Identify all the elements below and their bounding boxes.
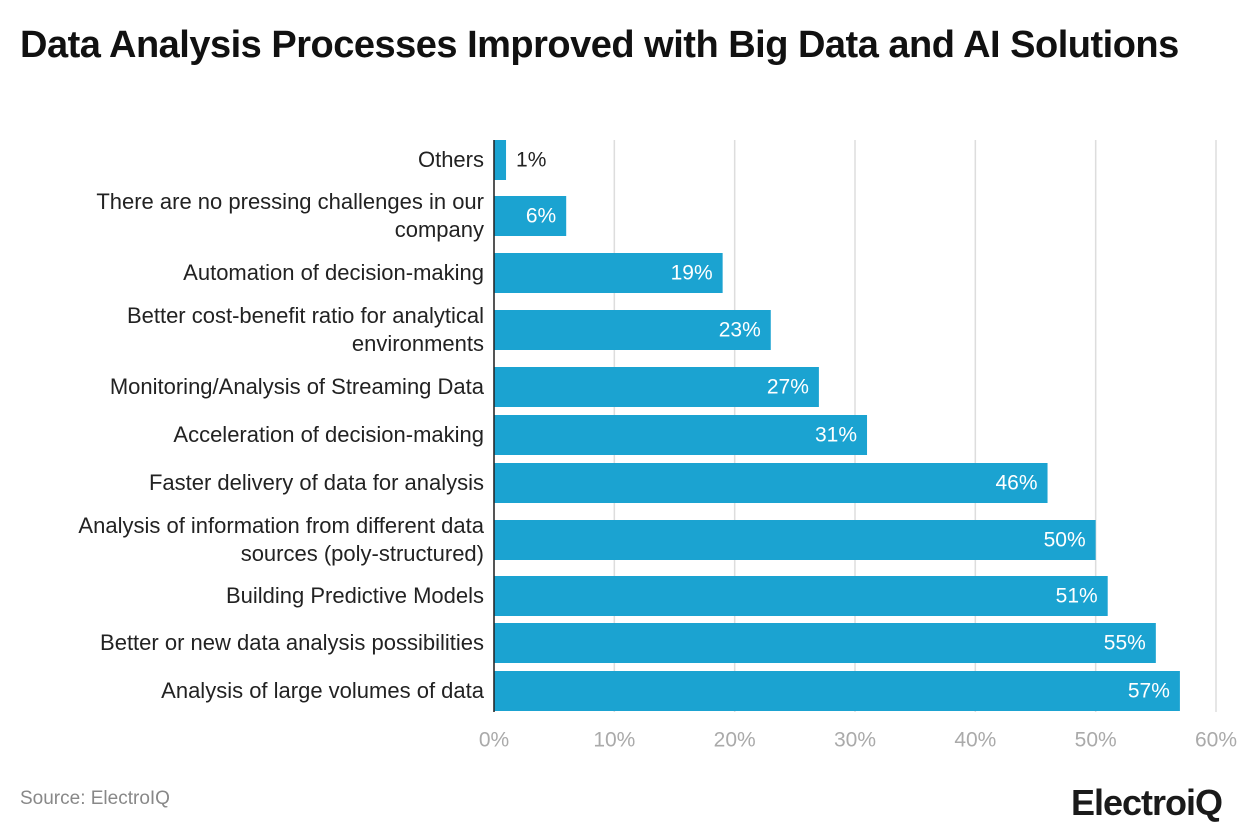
category-label: Faster delivery of data for analysis xyxy=(148,470,484,495)
x-tick-label: 0% xyxy=(479,729,509,752)
bar xyxy=(494,520,1096,560)
value-label: 27% xyxy=(767,376,809,399)
category-label: Better or new data analysis possibilitie… xyxy=(100,630,484,655)
x-tick-label: 10% xyxy=(593,729,635,752)
value-label: 57% xyxy=(1128,680,1170,703)
category-label: Automation of decision-making xyxy=(183,260,484,285)
bar xyxy=(494,671,1180,711)
value-label: 19% xyxy=(671,262,713,285)
x-tick-label: 40% xyxy=(954,729,996,752)
x-tick-label: 30% xyxy=(834,729,876,752)
bar xyxy=(494,310,771,350)
logo: ElectroiQ xyxy=(1070,782,1223,823)
bar xyxy=(494,576,1108,616)
source: Source: ElectroIQ xyxy=(20,788,170,809)
value-label: 6% xyxy=(526,205,556,228)
bar xyxy=(494,253,723,293)
category-label: Analysis of information from different d… xyxy=(78,513,484,566)
chart-title: Data Analysis Processes Improved with Bi… xyxy=(20,24,1179,66)
x-tick-label: 60% xyxy=(1195,729,1237,752)
category-label: Building Predictive Models xyxy=(225,583,484,608)
category-label: Monitoring/Analysis of Streaming Data xyxy=(109,374,484,399)
bar xyxy=(494,367,819,407)
category-label: Others xyxy=(417,147,484,172)
value-label: 46% xyxy=(996,472,1038,495)
value-label: 31% xyxy=(815,424,857,447)
category-label: Acceleration of decision-making xyxy=(173,422,484,447)
bar xyxy=(494,140,507,180)
category-label: There are no pressing challenges in our … xyxy=(96,189,484,242)
value-label: 50% xyxy=(1044,529,1086,552)
category-label: Analysis of large volumes of data xyxy=(161,678,484,703)
x-tick-label: 50% xyxy=(1075,729,1117,752)
value-label: 1% xyxy=(516,149,546,172)
bar xyxy=(494,196,567,236)
value-label: 51% xyxy=(1056,585,1098,608)
bar xyxy=(494,415,868,455)
category-label: Better cost-benefit ratio for analytical… xyxy=(126,303,484,356)
value-label: 23% xyxy=(719,319,761,342)
bar xyxy=(494,623,1156,663)
bar xyxy=(494,463,1048,503)
value-label: 55% xyxy=(1104,632,1146,655)
x-tick-label: 20% xyxy=(714,729,756,752)
